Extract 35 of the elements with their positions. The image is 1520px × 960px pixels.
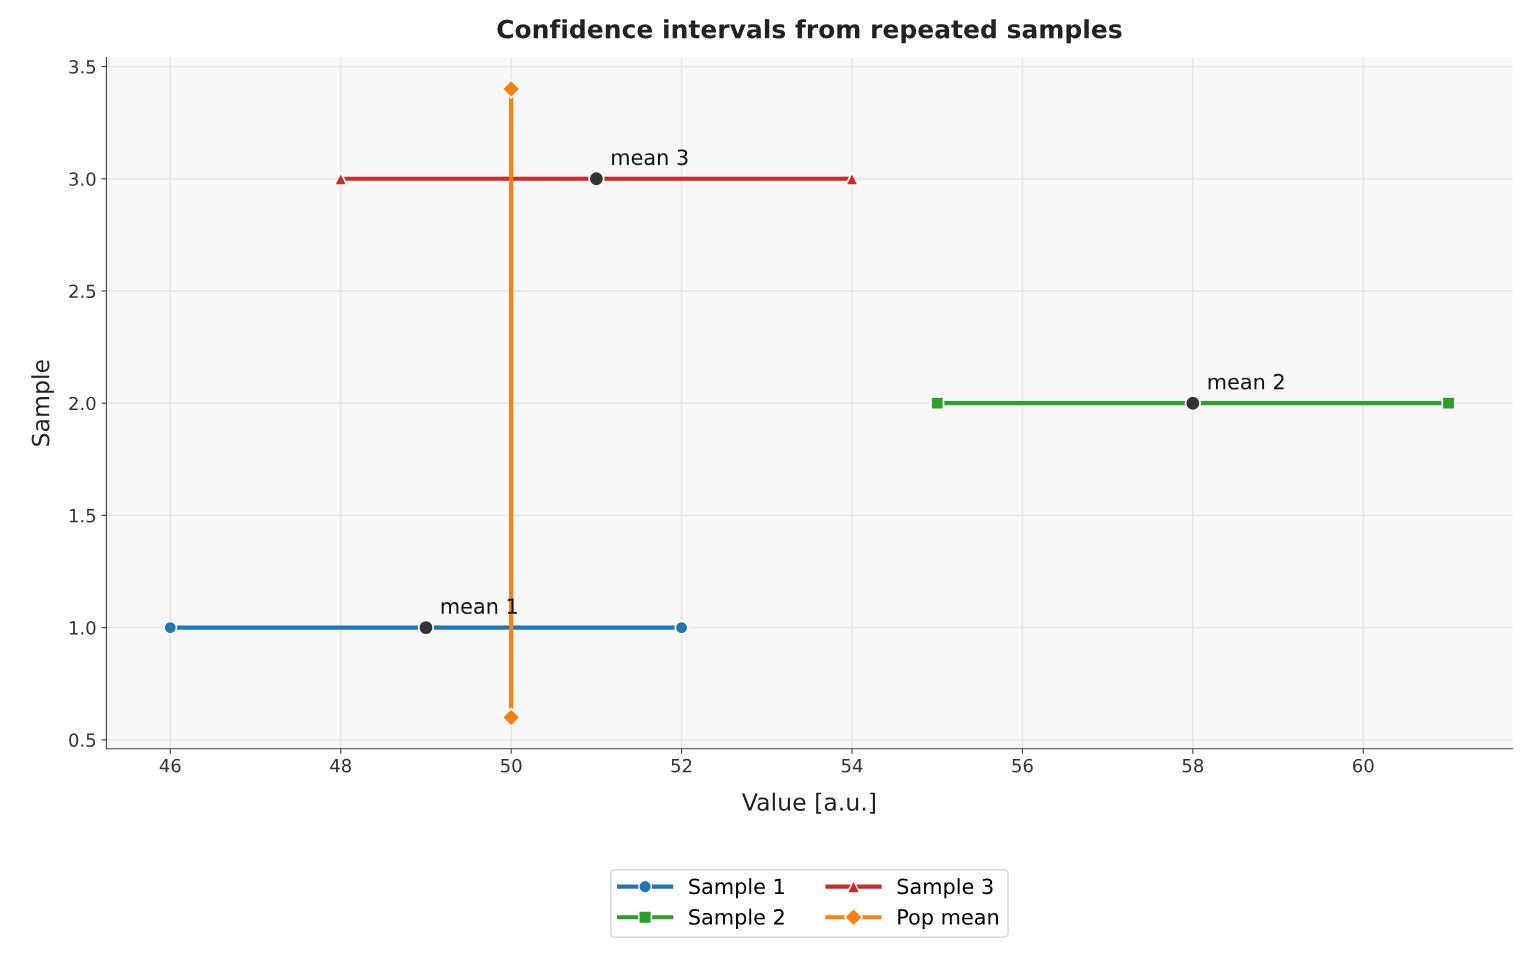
legend-label: Sample 2 xyxy=(689,908,784,929)
y-tick-label: 2.0 xyxy=(69,396,96,411)
y-tick-label: 0.5 xyxy=(69,733,96,747)
x-tick-label: 54 xyxy=(841,759,863,773)
point xyxy=(588,170,605,187)
x-tick-label: 56 xyxy=(1012,758,1033,773)
y-tick-label: 3.0 xyxy=(69,172,96,186)
point xyxy=(333,171,348,186)
point xyxy=(930,396,945,411)
y-tick-label: 1.5 xyxy=(69,509,96,523)
point xyxy=(674,620,689,635)
y-tick-label: 1.0 xyxy=(69,621,96,635)
point xyxy=(417,619,435,636)
point xyxy=(501,79,521,99)
x-tick-label: 50 xyxy=(501,758,522,773)
y-axis-title: Sample xyxy=(31,360,55,446)
x-tick-label: 58 xyxy=(1182,758,1204,773)
annotation: mean 3 xyxy=(612,149,688,166)
legend-label: Sample 3 xyxy=(897,878,993,899)
x-tick-label: 60 xyxy=(1353,758,1374,773)
y-tick-label: 2.5 xyxy=(69,284,96,299)
point xyxy=(844,171,860,186)
point xyxy=(1184,395,1201,412)
x-tick-label: 46 xyxy=(159,758,181,773)
x-axis-title: Value [a.u.] xyxy=(741,792,875,814)
point xyxy=(163,620,178,635)
x-tick-label: 48 xyxy=(330,758,351,773)
point xyxy=(501,707,521,728)
chart-title: Confidence intervals from repeated samples xyxy=(497,19,1122,44)
legend-label: Pop mean xyxy=(898,909,998,929)
y-tick-label: 3.5 xyxy=(69,60,96,74)
annotation: mean 2 xyxy=(1208,373,1284,390)
x-tick-label: 52 xyxy=(671,758,692,773)
point xyxy=(1441,396,1456,411)
legend-label: Sample 1 xyxy=(689,878,784,899)
